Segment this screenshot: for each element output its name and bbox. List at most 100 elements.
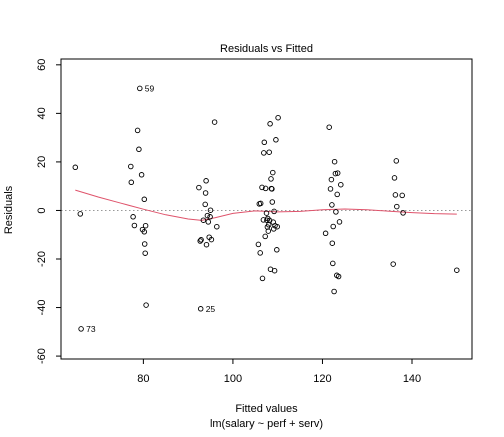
data-point	[400, 210, 406, 216]
data-point	[255, 241, 262, 248]
data-point	[334, 170, 341, 176]
data-point	[257, 250, 263, 256]
data-point	[269, 199, 276, 205]
data-point	[335, 273, 342, 280]
model-formula-label: lm(salary ~ perf + serv)	[210, 418, 323, 430]
data-point	[198, 237, 204, 243]
data-point	[331, 288, 337, 295]
y-tick-label: 60	[36, 59, 48, 71]
data-point	[275, 114, 281, 121]
data-point	[329, 240, 336, 246]
data-point	[262, 185, 269, 192]
x-tick-label: 120	[313, 373, 331, 385]
data-point	[394, 203, 400, 210]
data-point	[393, 158, 400, 164]
data-point	[274, 247, 280, 253]
data-point	[138, 172, 145, 178]
data-point	[267, 121, 273, 127]
data-point	[399, 192, 405, 199]
data-point	[141, 196, 148, 203]
data-point	[211, 119, 218, 125]
data-point	[259, 275, 266, 282]
data-point	[331, 158, 338, 165]
point-labels-layer: 59 25 73	[86, 83, 216, 334]
y-tick-label: 40	[36, 107, 48, 119]
y-tick-label: -40	[36, 300, 48, 316]
data-point	[131, 222, 138, 229]
data-point	[207, 214, 213, 220]
data-point	[203, 241, 210, 248]
data-point	[77, 211, 84, 217]
x-axis-label: Fitted values	[235, 403, 298, 415]
data-point	[72, 164, 79, 171]
data-point	[203, 178, 209, 184]
data-point	[214, 223, 220, 230]
data-point	[200, 217, 207, 223]
data-point	[273, 137, 279, 143]
data-point	[333, 209, 339, 215]
chart-title: Residuals vs Fitted	[220, 43, 313, 55]
data-point	[328, 176, 335, 183]
y-tick-label: 20	[36, 156, 48, 168]
data-point	[392, 192, 399, 198]
data-point	[269, 186, 275, 192]
point-label: 73	[86, 324, 96, 334]
data-point	[134, 127, 141, 134]
data-point	[204, 212, 211, 219]
data-point	[261, 150, 267, 156]
data-point	[196, 184, 202, 191]
point-label: 25	[206, 304, 216, 314]
data-point	[128, 163, 134, 170]
data-point	[207, 207, 214, 213]
data-point	[259, 184, 265, 191]
data-point	[141, 229, 148, 235]
data-point	[142, 250, 148, 256]
plot-frame	[60, 58, 473, 360]
y-axis: -60 -40 -20 0 20 40 60	[36, 59, 61, 364]
data-point	[327, 186, 334, 192]
data-point	[454, 267, 460, 273]
points-layer	[72, 85, 460, 332]
data-point	[128, 179, 135, 186]
data-point	[266, 149, 272, 155]
data-point	[330, 260, 336, 267]
data-point	[329, 202, 335, 208]
x-axis: 80 100 120 140	[137, 359, 421, 385]
data-point	[78, 326, 84, 332]
data-point	[391, 175, 398, 181]
point-label: 59	[145, 83, 155, 93]
data-point	[336, 219, 343, 225]
data-point	[137, 85, 143, 92]
data-point	[338, 181, 344, 188]
y-axis-label: Residuals	[3, 185, 15, 234]
y-tick-label: -60	[36, 348, 48, 364]
data-point	[271, 267, 278, 274]
y-tick-label: -20	[36, 251, 48, 267]
data-point	[205, 219, 212, 225]
x-tick-label: 100	[224, 373, 242, 385]
data-point	[202, 190, 209, 196]
data-point	[141, 241, 148, 247]
smooth-curve	[75, 189, 457, 221]
data-point	[261, 139, 268, 146]
data-point	[270, 169, 276, 176]
data-point	[322, 230, 329, 237]
data-point	[265, 228, 272, 234]
data-point	[330, 223, 336, 230]
data-point	[197, 238, 203, 244]
data-point	[263, 210, 270, 216]
data-point	[274, 223, 280, 230]
data-point	[136, 146, 142, 153]
data-point	[271, 208, 277, 215]
data-point	[202, 201, 208, 208]
data-point	[334, 191, 340, 198]
data-point	[197, 306, 204, 312]
data-point	[268, 176, 274, 182]
data-point	[390, 261, 396, 267]
data-point	[326, 124, 332, 130]
data-point	[257, 200, 264, 207]
data-point	[262, 233, 268, 240]
x-tick-label: 140	[403, 373, 421, 385]
